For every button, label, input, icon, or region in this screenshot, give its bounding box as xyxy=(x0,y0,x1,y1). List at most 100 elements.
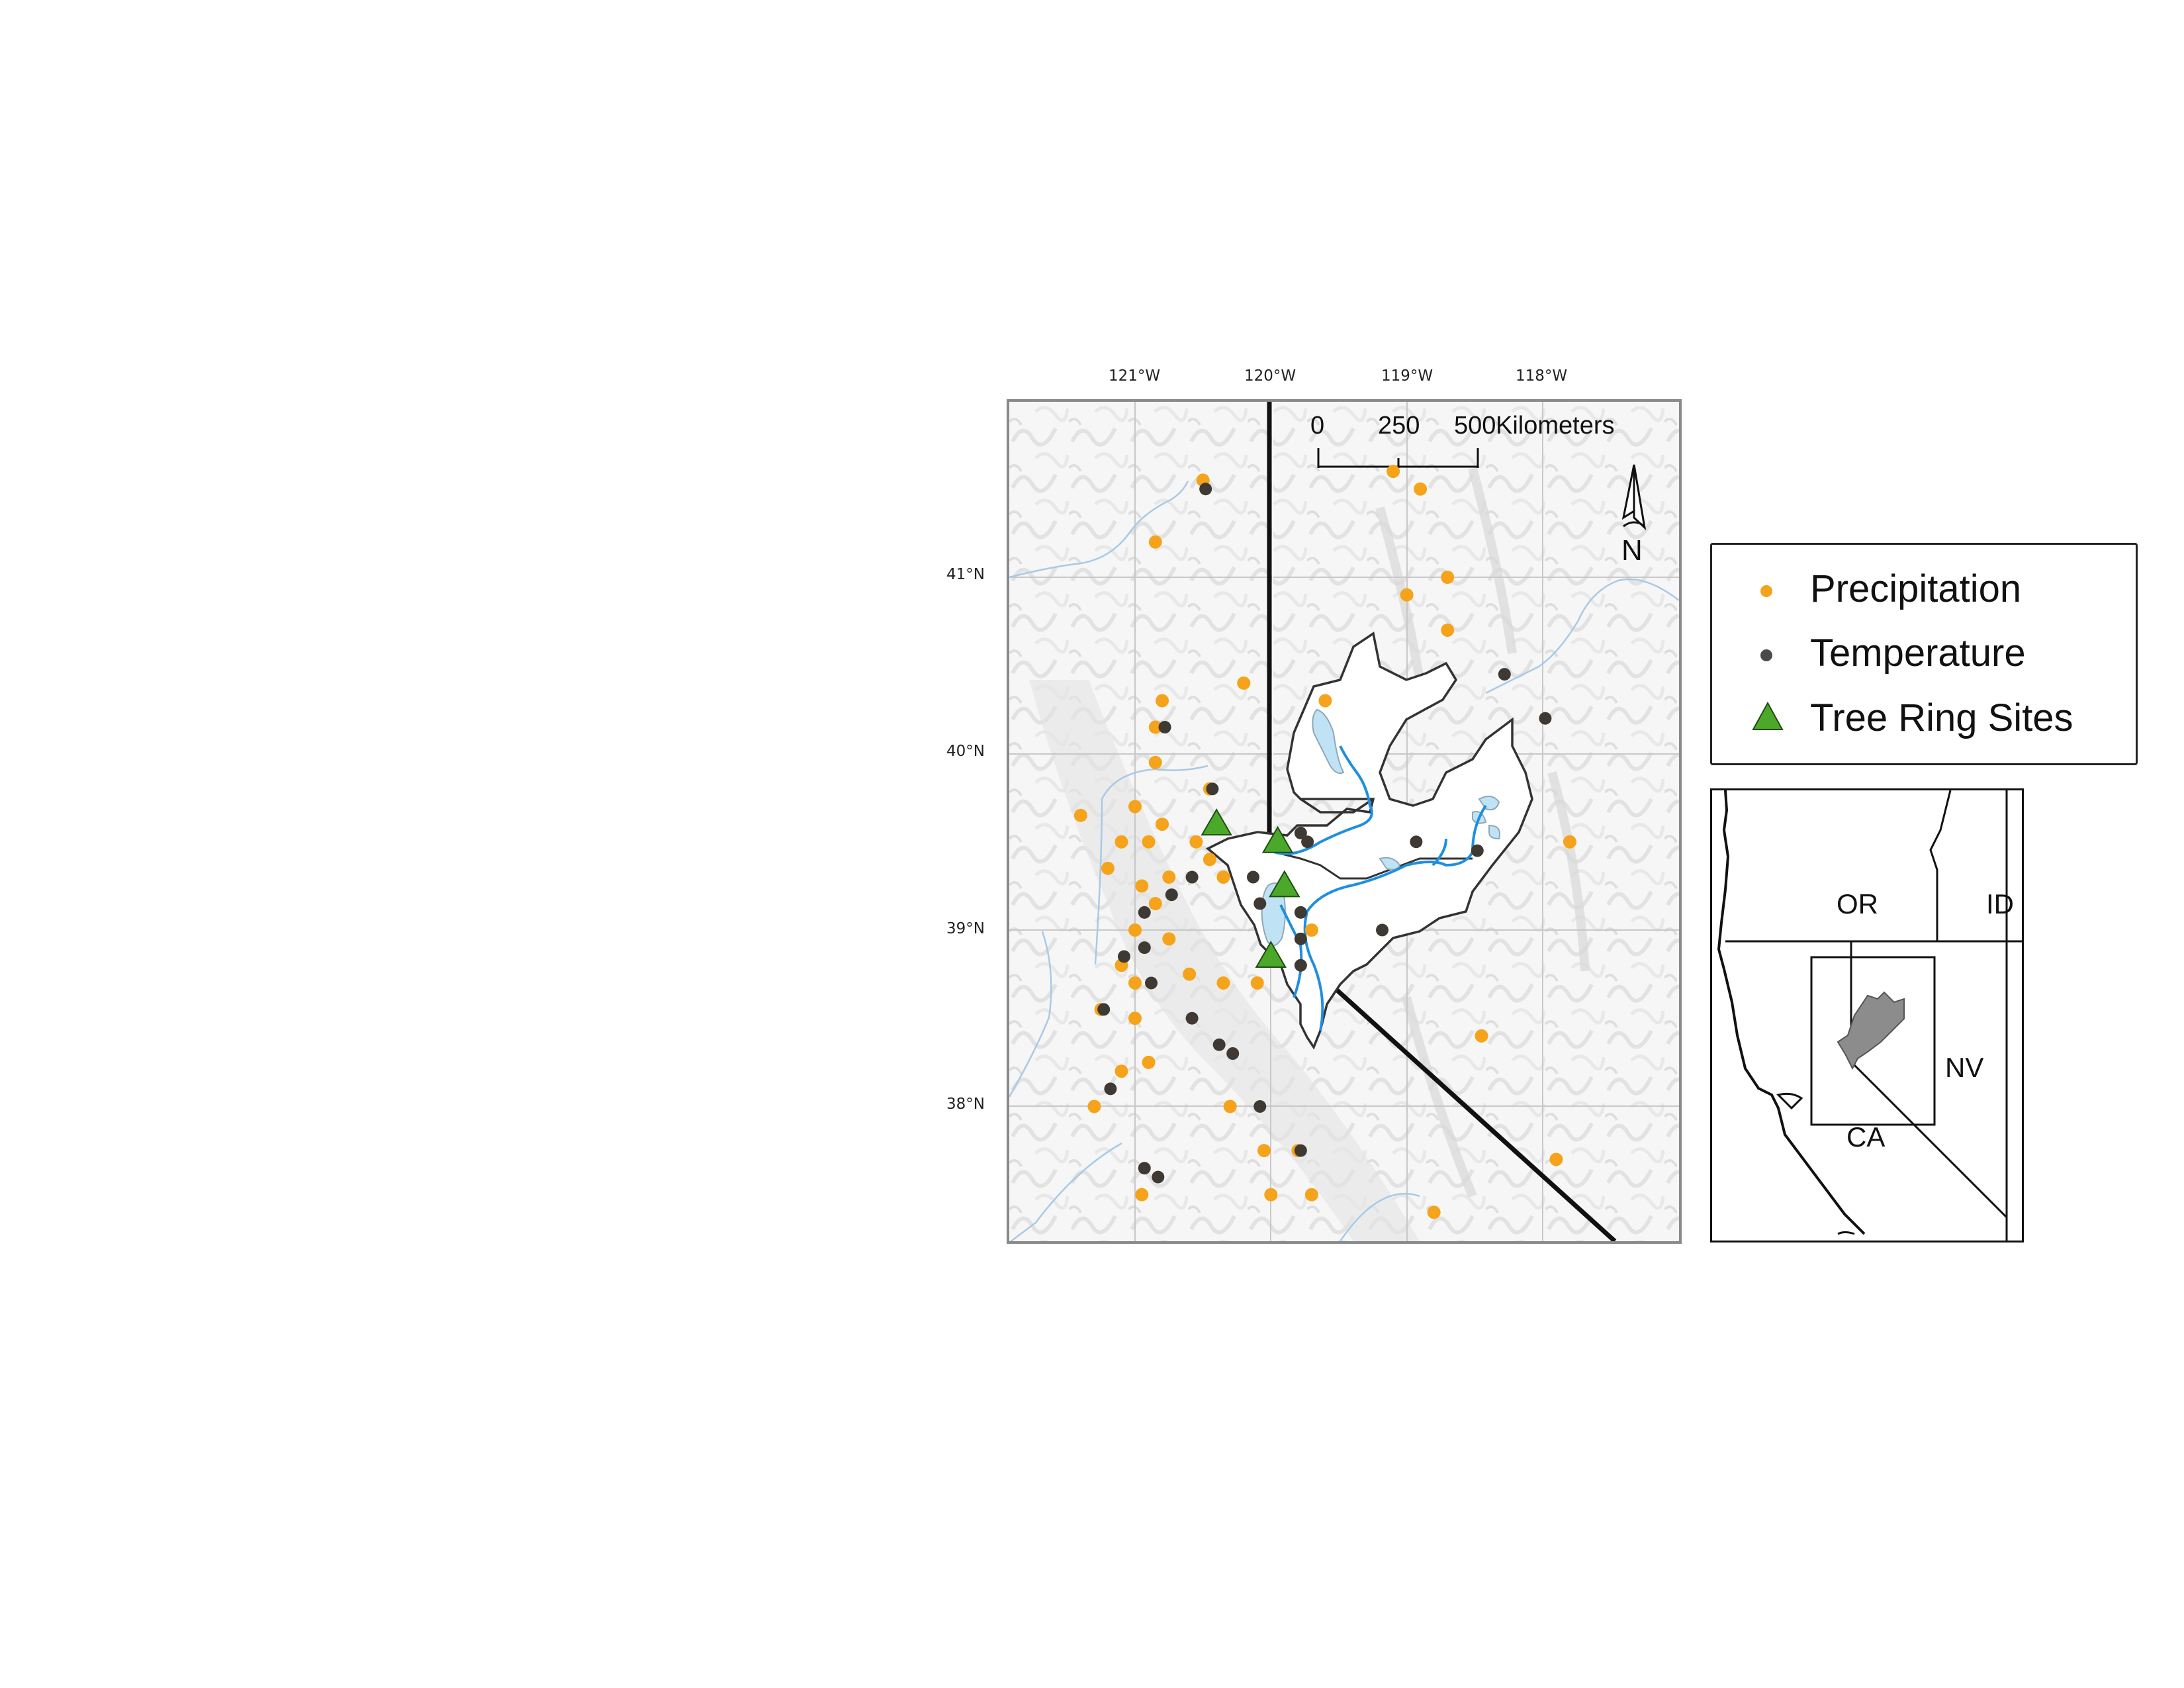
carson-river xyxy=(1303,804,1487,1031)
temperature-station xyxy=(1199,483,1212,496)
temperature-station xyxy=(1294,826,1307,839)
temperature-station xyxy=(1294,906,1307,919)
precipitation-station xyxy=(1414,482,1428,496)
temperature-station xyxy=(1097,1003,1111,1016)
precipitation-stations-layer xyxy=(1073,465,1576,1219)
lat-label-39n: 39°N xyxy=(946,920,985,937)
scale-unit: Kilometers xyxy=(1496,412,1615,440)
inset-label-ca: CA xyxy=(1846,1121,1886,1152)
precipitation-station xyxy=(1304,1188,1318,1201)
precipitation-station xyxy=(1216,976,1230,990)
legend-item-precipitation: Precipitation xyxy=(1712,561,2136,621)
temperature-station xyxy=(1212,1038,1226,1051)
lon-label-119w: 119°W xyxy=(1381,367,1433,385)
precipitation-station xyxy=(1223,1100,1237,1113)
temperature-station xyxy=(1294,932,1307,945)
inset-basin-shape xyxy=(1837,991,1905,1070)
precipitation-station xyxy=(1250,976,1264,990)
temperature-station xyxy=(1138,906,1151,919)
temperature-station xyxy=(1158,721,1171,734)
temperature-stations-layer xyxy=(1097,483,1552,1184)
precipitation-station xyxy=(1183,967,1197,981)
legend-label-precipitation: Precipitation xyxy=(1810,567,2022,610)
precipitation-station xyxy=(1216,870,1230,884)
legend-item-tree-ring-sites: Tree Ring Sites xyxy=(1712,690,2136,750)
lat-label-40n: 40°N xyxy=(946,743,985,760)
basin-outline xyxy=(1205,632,1533,1050)
sierra-shading xyxy=(1029,680,1420,1241)
precipitation-station xyxy=(1073,808,1087,822)
temperature-station xyxy=(1498,668,1511,681)
inset-label-id: ID xyxy=(1986,888,2014,919)
temperature-station xyxy=(1185,870,1199,884)
temperature-station xyxy=(1117,950,1130,963)
temperature-station xyxy=(1376,923,1389,937)
precipitation-station xyxy=(1563,835,1576,849)
precipitation-station xyxy=(1087,1100,1101,1113)
lahontan-reservoir xyxy=(1379,857,1401,870)
precipitation-station xyxy=(1162,932,1176,946)
precipitation-station xyxy=(1128,923,1142,937)
lon-label-118w: 118°W xyxy=(1516,367,1568,385)
precipitation-station xyxy=(1156,694,1169,708)
precipitation-station xyxy=(1549,1152,1563,1166)
precipitation-station xyxy=(1162,870,1176,884)
temperature-station xyxy=(1253,897,1267,910)
precipitation-station xyxy=(1148,720,1162,734)
temperature-station xyxy=(1138,941,1151,955)
lat-label-38n: 38°N xyxy=(946,1096,985,1113)
scale-bar xyxy=(1317,448,1479,468)
tree-ring-site xyxy=(1269,870,1300,898)
precipitation-station xyxy=(1142,1055,1156,1069)
precipitation-station xyxy=(1475,1029,1488,1043)
tree-ring-site xyxy=(1261,825,1294,853)
pyramid-lake xyxy=(1312,708,1345,774)
precipitation-station xyxy=(1148,755,1162,769)
temperature-station xyxy=(1410,835,1423,849)
main-map[interactable]: 0 250 500 Kilometers N xyxy=(1007,399,1682,1244)
precipitation-station xyxy=(1318,694,1332,708)
temperature-station xyxy=(1247,870,1260,884)
precipitation-station xyxy=(1203,853,1216,867)
legend-label-tree-ring-sites: Tree Ring Sites xyxy=(1810,696,2073,739)
inset-coastline xyxy=(1717,790,1866,1235)
scale-tick-250: 250 xyxy=(1378,412,1420,440)
temperature-station xyxy=(1471,844,1484,857)
temperature-station xyxy=(1104,1082,1117,1096)
legend-item-temperature: Temperature xyxy=(1712,626,2136,685)
main-map-canvas xyxy=(1009,402,1679,1241)
precipitation-station xyxy=(1441,623,1455,637)
precipitation-station xyxy=(1400,588,1414,602)
temperature-symbol-icon xyxy=(1760,649,1772,661)
precipitation-station xyxy=(1257,1144,1271,1158)
precipitation-symbol-icon xyxy=(1760,585,1772,597)
temperature-station xyxy=(1294,1144,1307,1157)
temperature-station xyxy=(1226,1047,1240,1060)
carson-sink xyxy=(1472,796,1500,840)
tree-ring-symbol-icon xyxy=(1752,701,1784,730)
precipitation-station xyxy=(1148,535,1162,549)
lat-label-41n: 41°N xyxy=(946,566,985,583)
precipitation-station xyxy=(1441,571,1455,584)
precipitation-station xyxy=(1128,1011,1142,1025)
temperature-station xyxy=(1145,976,1158,990)
scale-tick-0: 0 xyxy=(1310,412,1325,440)
precipitation-station xyxy=(1115,1064,1128,1078)
precipitation-station xyxy=(1156,818,1169,831)
inset-map-canvas xyxy=(1717,790,2022,1241)
precipitation-station xyxy=(1387,465,1400,479)
tree-ring-site xyxy=(1255,940,1287,968)
legend: Precipitation Temperature Tree Ring Site… xyxy=(1710,543,2138,765)
temperature-station xyxy=(1206,782,1219,796)
precipitation-station xyxy=(1304,923,1318,937)
precipitation-station xyxy=(1142,835,1156,849)
tree-ring-site xyxy=(1201,808,1232,836)
inset-extent-box xyxy=(1810,956,1936,1126)
precipitation-station xyxy=(1101,861,1115,875)
scale-tick-500: 500 xyxy=(1454,412,1496,440)
inset-label-or: OR xyxy=(1837,888,1878,919)
inset-state-lines xyxy=(1725,790,2022,1241)
precipitation-station xyxy=(1189,835,1203,849)
temperature-station xyxy=(1185,1011,1199,1025)
temperature-station xyxy=(1539,712,1552,725)
